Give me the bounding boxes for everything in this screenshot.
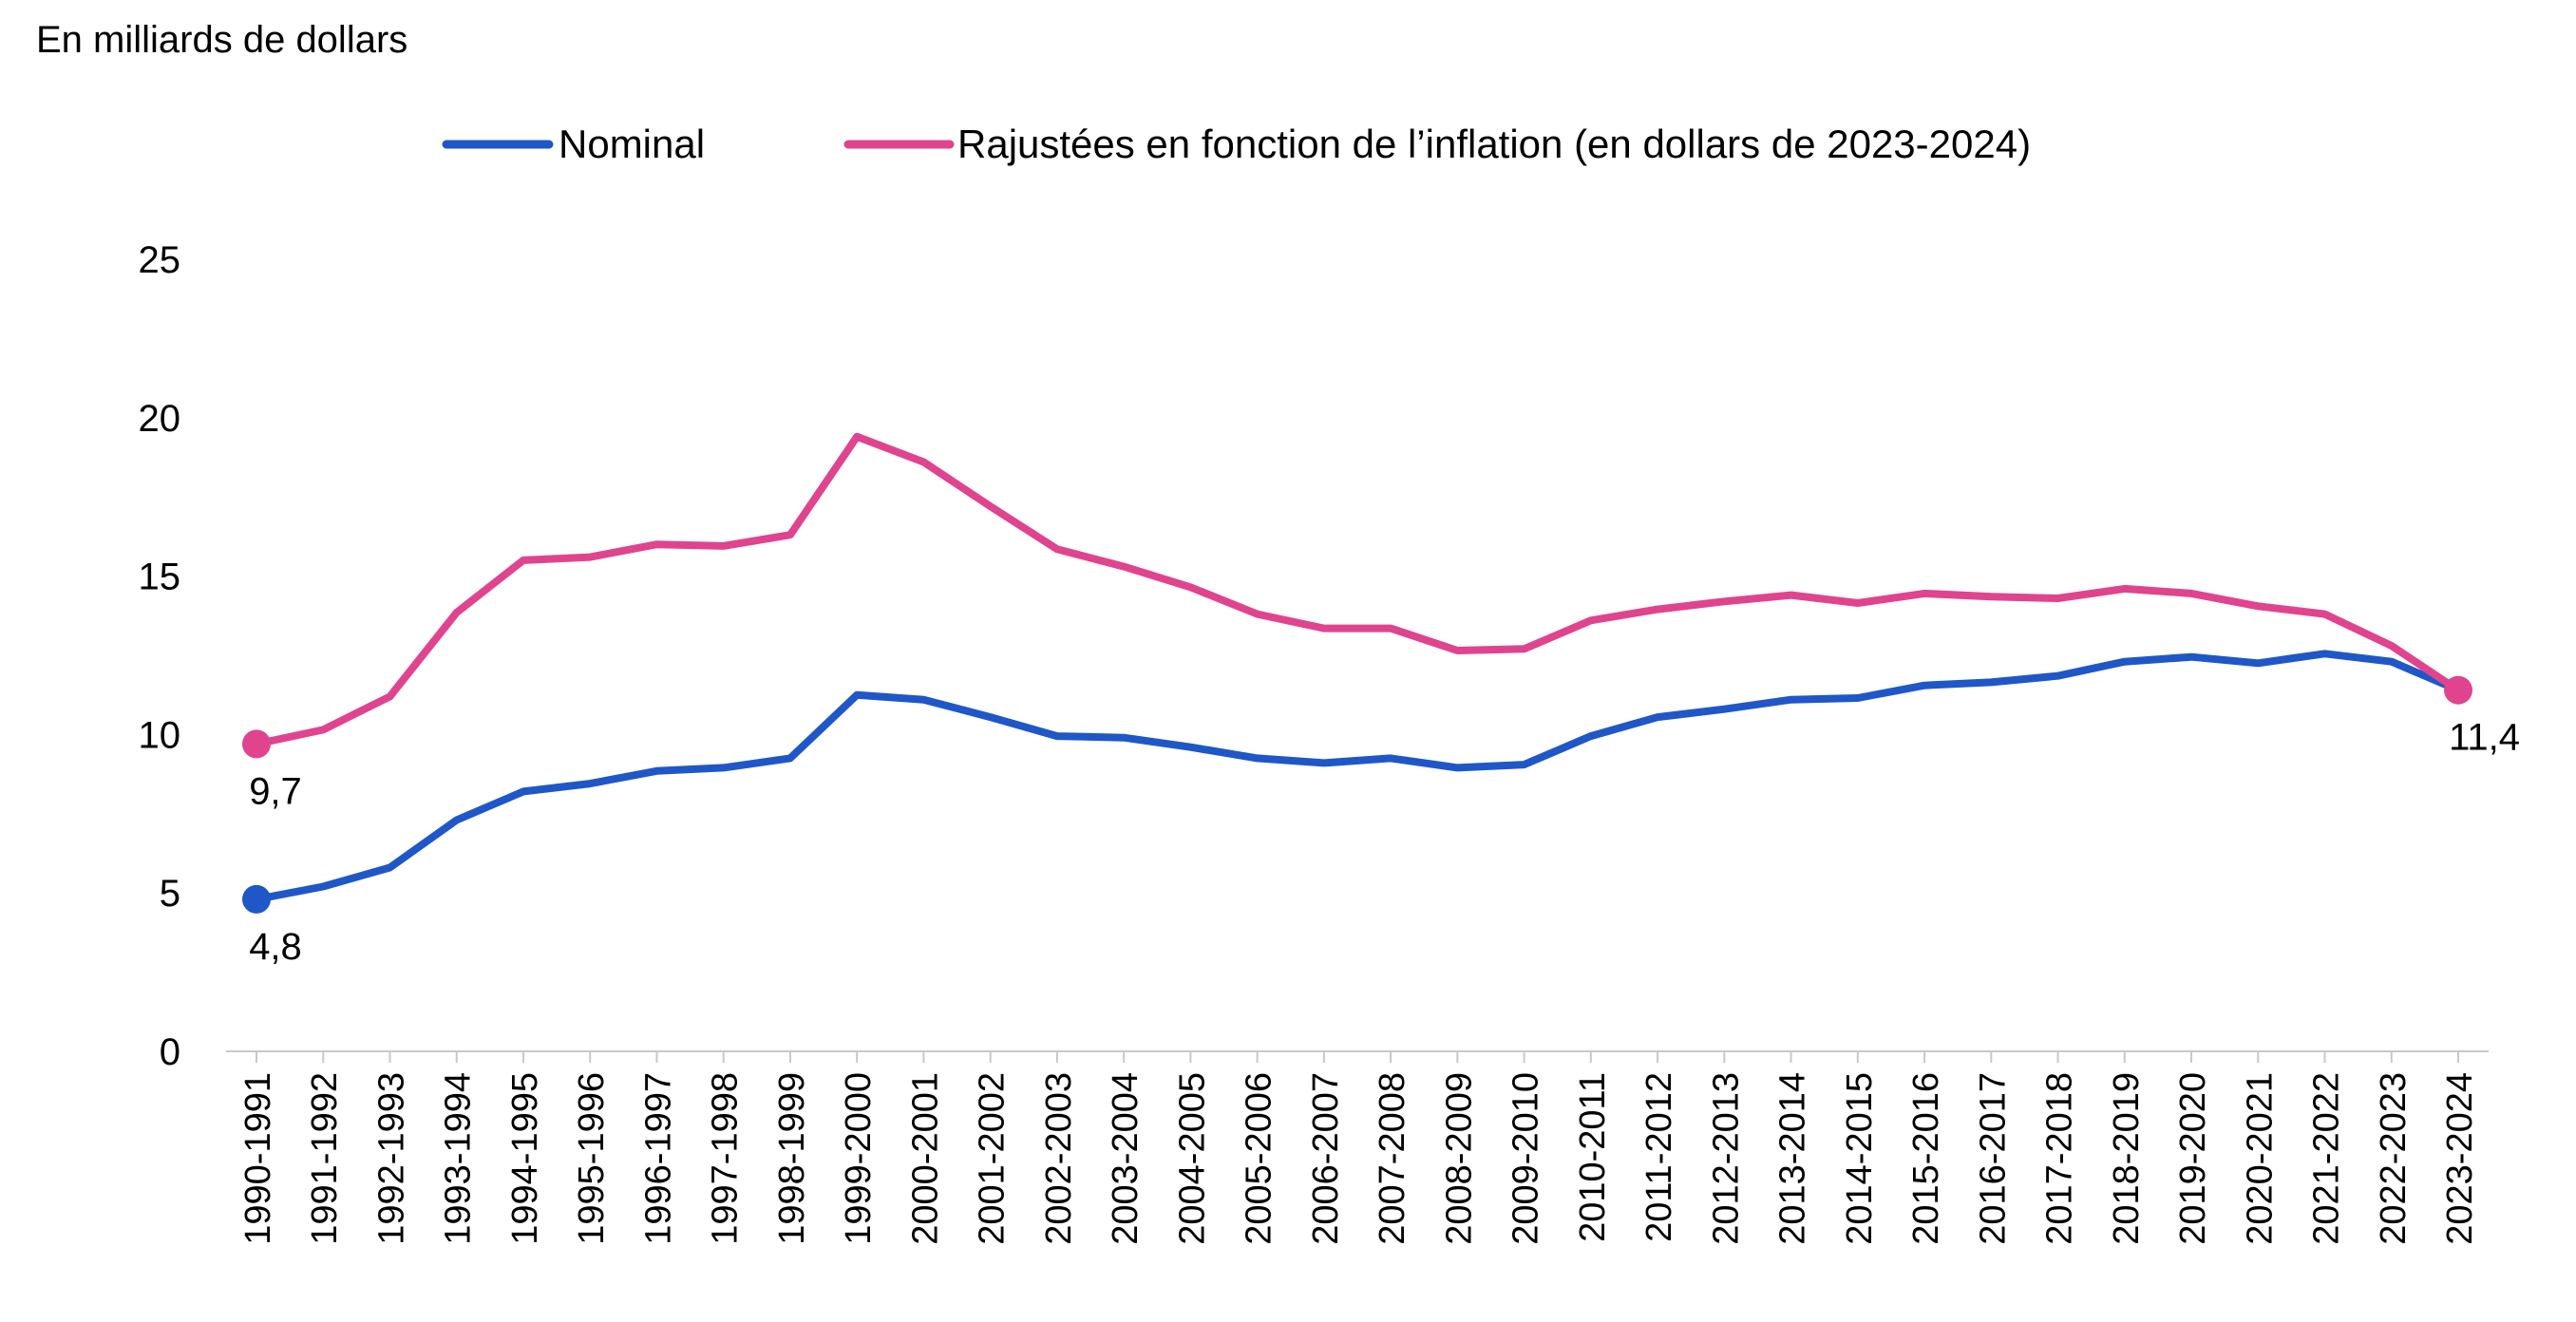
x-tick-label: 2001-2002 bbox=[973, 1072, 1013, 1245]
x-tick-label: 2002-2003 bbox=[1039, 1072, 1079, 1245]
x-tick-label: 1997-1998 bbox=[706, 1072, 746, 1245]
x-tick-label: 1999-2000 bbox=[839, 1072, 879, 1245]
x-tick-label: 2000-2001 bbox=[905, 1072, 945, 1245]
x-tick-label: 1995-1996 bbox=[572, 1072, 612, 1245]
x-tick-label: 1991-1992 bbox=[305, 1072, 345, 1245]
data-labels: 4,8 9,7 11,4 bbox=[242, 675, 2520, 968]
x-tick-label: 2016-2017 bbox=[1973, 1072, 2013, 1245]
series-layer bbox=[253, 432, 2462, 903]
x-tick-label: 2013-2014 bbox=[1773, 1072, 1813, 1245]
y-tick-label: 15 bbox=[139, 557, 181, 598]
legend-label-inflation-adjusted: Rajustées en fonction de l’inflation (en… bbox=[957, 122, 2031, 166]
data-label: 9,7 bbox=[249, 770, 302, 812]
series-line-nominal bbox=[253, 650, 2462, 903]
x-tick-label: 2008-2009 bbox=[1439, 1072, 1479, 1245]
y-tick-label: 10 bbox=[139, 714, 181, 756]
x-tick-label: 1996-1997 bbox=[638, 1072, 678, 1245]
x-tick-label: 2003-2004 bbox=[1106, 1072, 1146, 1245]
x-tick-label: 2005-2006 bbox=[1240, 1072, 1279, 1245]
x-tick-label: 1993-1994 bbox=[439, 1072, 479, 1245]
data-point-marker bbox=[242, 729, 271, 759]
y-tick-label: 0 bbox=[160, 1031, 180, 1073]
x-tick-label: 1990-1991 bbox=[238, 1072, 278, 1245]
data-point-marker bbox=[2444, 675, 2472, 705]
data-label: 11,4 bbox=[2449, 717, 2520, 759]
x-tick-label: 2022-2023 bbox=[2374, 1072, 2414, 1245]
x-tick-label: 2012-2013 bbox=[1706, 1072, 1746, 1245]
x-tick-label: 1992-1993 bbox=[371, 1072, 411, 1245]
x-tick-label: 2004-2005 bbox=[1172, 1072, 1212, 1245]
legend-label-nominal: Nominal bbox=[559, 122, 705, 166]
x-tick-label: 2010-2011 bbox=[1573, 1072, 1613, 1242]
x-tick-label: 2018-2019 bbox=[2107, 1072, 2147, 1245]
legend: Nominal Rajustées en fonction de l’infla… bbox=[442, 122, 2031, 166]
x-tick-label: 2019-2020 bbox=[2173, 1072, 2213, 1245]
x-tick-label: 2023-2024 bbox=[2440, 1072, 2480, 1245]
y-tick-label: 25 bbox=[139, 239, 181, 281]
x-tick-label: 2015-2016 bbox=[1906, 1072, 1946, 1245]
x-axis-ticks: 1990-1991 1991-1992 1992-1993 1993-1994 1994… bbox=[238, 1051, 2480, 1245]
x-tick-label: 2021-2022 bbox=[2307, 1072, 2347, 1245]
x-tick-label: 2014-2015 bbox=[1840, 1072, 1880, 1245]
y-tick-label: 5 bbox=[160, 873, 180, 915]
x-tick-label: 2006-2007 bbox=[1306, 1072, 1346, 1245]
y-axis-ticks: 0 5 10 15 20 25 bbox=[139, 239, 181, 1073]
x-tick-label: 2009-2010 bbox=[1506, 1072, 1546, 1245]
data-point-marker bbox=[242, 884, 271, 914]
y-tick-label: 20 bbox=[139, 398, 181, 440]
data-label: 4,8 bbox=[249, 926, 302, 968]
series-line-inflation-adjusted bbox=[253, 432, 2462, 748]
x-tick-label: 2020-2021 bbox=[2240, 1072, 2280, 1245]
x-tick-label: 2011-2012 bbox=[1639, 1072, 1679, 1242]
y-axis-title: En milliards de dollars bbox=[36, 19, 407, 61]
x-tick-label: 2007-2008 bbox=[1373, 1072, 1412, 1245]
x-tick-label: 1994-1995 bbox=[505, 1072, 545, 1245]
x-tick-label: 1998-1999 bbox=[772, 1072, 812, 1245]
x-tick-label: 2017-2018 bbox=[2040, 1072, 2080, 1245]
